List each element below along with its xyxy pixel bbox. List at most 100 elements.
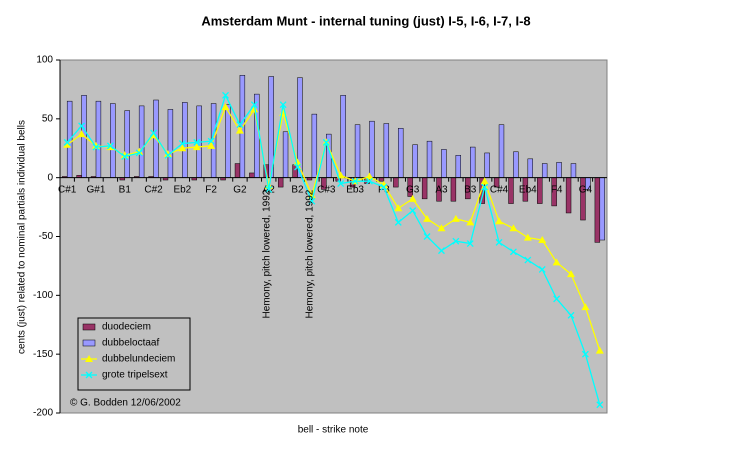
annotation: Hemony, pitch lowered, 1992	[305, 189, 316, 318]
legend-label: grote tripelsext	[102, 370, 168, 381]
bar	[383, 123, 390, 178]
bar	[282, 131, 289, 178]
point	[207, 141, 216, 149]
x-tick-label: Eb2	[173, 184, 191, 195]
point	[164, 151, 172, 159]
point	[495, 217, 504, 225]
point	[77, 130, 86, 138]
legend-label: duodeciem	[102, 322, 151, 333]
point	[581, 303, 590, 311]
bar	[182, 102, 188, 178]
point	[193, 138, 201, 146]
point	[308, 197, 316, 205]
point	[85, 371, 93, 379]
point	[523, 233, 532, 241]
bar	[124, 110, 130, 178]
point	[92, 143, 100, 151]
point	[279, 101, 287, 109]
legend-swatch	[82, 323, 96, 331]
x-tick-label: G2	[233, 184, 247, 195]
point	[250, 101, 258, 109]
point	[394, 218, 402, 226]
bar	[498, 124, 505, 178]
bar	[369, 120, 375, 178]
bar	[470, 146, 476, 178]
point	[322, 138, 330, 146]
bar	[393, 177, 399, 188]
x-tick-label: G4	[579, 184, 593, 195]
bar	[455, 155, 461, 178]
point	[366, 177, 373, 185]
annotation: Hemony, pitch lowered, 1992	[261, 189, 272, 318]
bar	[450, 177, 457, 202]
point	[409, 207, 417, 215]
x-tick-label: Eb4	[519, 184, 537, 195]
point	[466, 218, 475, 226]
bar	[441, 149, 447, 178]
bar	[234, 163, 241, 178]
point	[567, 270, 576, 278]
bar	[249, 172, 255, 178]
point	[163, 150, 172, 158]
point	[595, 346, 604, 354]
point	[221, 103, 230, 111]
point	[63, 138, 71, 146]
point	[85, 355, 93, 362]
x-tick-label: G3	[406, 184, 420, 195]
point	[365, 172, 374, 180]
point	[567, 311, 575, 319]
point	[106, 142, 114, 150]
bar	[570, 163, 577, 178]
x-tick-label: A3	[435, 184, 448, 195]
bar	[508, 177, 514, 204]
bar	[541, 163, 548, 178]
bar	[340, 95, 346, 178]
point	[351, 177, 359, 185]
point	[178, 140, 186, 148]
x-tick-label: C#1	[58, 184, 77, 195]
point	[509, 248, 517, 256]
point	[437, 224, 446, 232]
y-tick-label: -200	[33, 408, 53, 419]
bar	[95, 100, 102, 178]
point	[423, 233, 431, 240]
point	[408, 194, 417, 202]
point	[63, 140, 72, 148]
bar	[426, 140, 433, 178]
point	[451, 214, 460, 222]
point	[480, 177, 489, 185]
x-tick-label: F3	[378, 184, 390, 195]
y-tick-label: -100	[33, 290, 53, 301]
point	[596, 401, 604, 409]
point	[394, 204, 403, 212]
bar	[594, 177, 601, 243]
point	[121, 153, 129, 160]
series-line	[66, 105, 601, 351]
x-tick-label: C#4	[490, 184, 509, 195]
bar	[599, 177, 605, 241]
point	[222, 91, 229, 99]
legend-box	[77, 317, 191, 391]
point	[552, 258, 561, 266]
point	[438, 247, 445, 255]
x-tick-label: Eb3	[346, 184, 364, 195]
point	[538, 265, 546, 273]
bar	[513, 151, 519, 178]
y-tick-label: -150	[33, 349, 53, 360]
y-tick-label: -50	[39, 231, 54, 242]
bar	[484, 152, 490, 178]
point	[135, 149, 143, 157]
x-tick-label: B1	[119, 184, 132, 195]
point	[235, 126, 244, 134]
x-tick-label: B3	[464, 184, 477, 195]
point	[337, 180, 345, 188]
legend-label: dubbelundeciem	[102, 354, 175, 365]
legend-swatch	[82, 339, 96, 347]
x-tick-label: G#1	[87, 184, 106, 195]
bar	[565, 177, 572, 214]
bar	[412, 144, 418, 178]
bar	[537, 177, 543, 204]
bar	[378, 177, 385, 182]
point	[78, 122, 86, 130]
point	[538, 236, 547, 244]
